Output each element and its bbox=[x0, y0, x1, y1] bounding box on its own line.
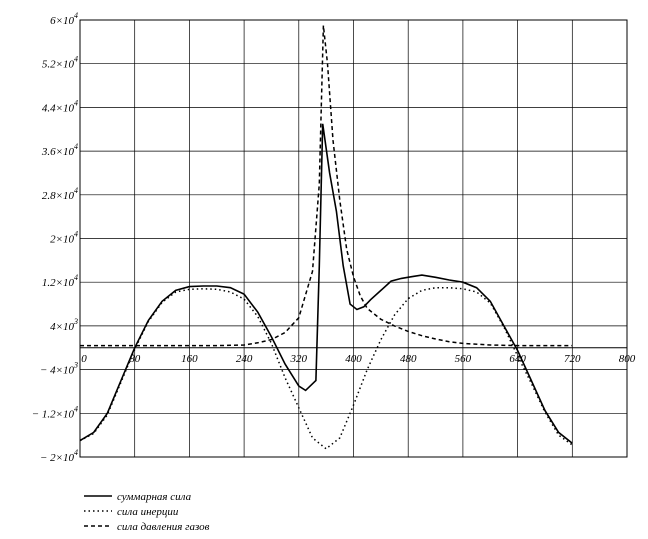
y-tick-label: 4.4×104 bbox=[42, 98, 78, 114]
legend-label-1: сила инерции bbox=[117, 506, 179, 518]
x-tick-label: 240 bbox=[236, 353, 253, 365]
y-tick-label: − 1.2×104 bbox=[32, 404, 78, 420]
legend-label-0: суммарная сила bbox=[117, 491, 192, 503]
grid-lines bbox=[79, 19, 628, 458]
y-tick-label: 2×104 bbox=[50, 230, 78, 246]
x-tick-label: 0 bbox=[81, 353, 87, 365]
series-group bbox=[79, 25, 573, 450]
x-tick-label: 480 bbox=[400, 353, 417, 365]
y-tick-label: 5.2×104 bbox=[42, 55, 78, 71]
y-tick-label: − 2×104 bbox=[40, 448, 78, 464]
x-tick-label: 160 bbox=[181, 353, 198, 365]
series-line-2 bbox=[80, 25, 573, 347]
y-tick-label: 3.6×104 bbox=[41, 142, 78, 158]
y-tick-labels: 6×104 5.2×104 4.4×104 3.6×104 2.8×104 2×104 1.… bbox=[32, 11, 78, 464]
y-tick-label: 2.8×104 bbox=[42, 186, 78, 202]
x-tick-label: 320 bbox=[290, 353, 308, 365]
x-tick-labels: 0 80 160 240 320 400 480 560 640 720 800 bbox=[81, 353, 636, 365]
y-tick-label: 4×103 bbox=[50, 317, 78, 333]
x-tick-label: 800 bbox=[619, 353, 636, 365]
x-tick-label: 80 bbox=[129, 353, 141, 365]
x-tick-label: 560 bbox=[455, 353, 472, 365]
series-line-0 bbox=[79, 123, 573, 444]
legend-label-2: сила давления газов bbox=[117, 521, 210, 533]
y-tick-label: 6×104 bbox=[50, 11, 78, 27]
legend: суммарная сила сила инерции сила давления … bbox=[84, 491, 210, 533]
x-tick-label: 400 bbox=[345, 353, 362, 365]
x-tick-label: 720 bbox=[564, 353, 581, 365]
y-tick-label: − 4×103 bbox=[40, 361, 78, 377]
y-tick-label: 1.2×104 bbox=[42, 273, 78, 289]
